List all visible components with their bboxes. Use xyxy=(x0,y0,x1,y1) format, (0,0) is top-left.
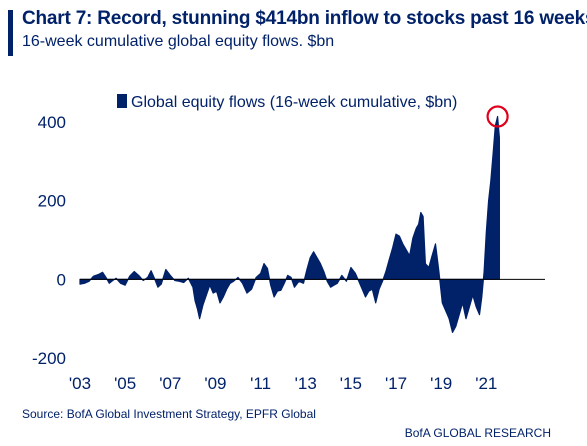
x-tick-label: '19 xyxy=(430,374,452,393)
y-tick-label: 200 xyxy=(38,192,66,211)
legend-swatch xyxy=(117,94,127,108)
y-tick-label: 400 xyxy=(38,113,66,132)
legend: Global equity flows (16-week cumulative,… xyxy=(117,94,457,111)
chart-title: Chart 7: Record, stunning $414bn inflow … xyxy=(22,8,587,29)
x-tick-label: '15 xyxy=(340,374,362,393)
legend-label: Global equity flows (16-week cumulative,… xyxy=(131,94,457,111)
y-tick-label: 0 xyxy=(57,270,66,289)
x-tick-label: '07 xyxy=(159,374,181,393)
chart-subtitle: 16-week cumulative global equity flows. … xyxy=(22,33,335,50)
x-tick-label: '17 xyxy=(385,374,407,393)
title-accent-bar xyxy=(8,10,13,56)
x-tick-label: '05 xyxy=(114,374,136,393)
source-note: Source: BofA Global Investment Strategy,… xyxy=(22,407,316,421)
axes-group: 400 200 0 -200'03 '05 '07 '09 '11 '13 '15 '17 '19 '2… xyxy=(32,113,545,393)
peak-highlight-circle xyxy=(486,105,509,128)
x-tick-label: '11 xyxy=(250,374,271,393)
brand-label: BofA GLOBAL RESEARCH xyxy=(404,426,551,440)
series-area-0 xyxy=(79,115,500,333)
x-tick-label: '09 xyxy=(204,374,226,393)
series-group xyxy=(79,115,500,333)
x-tick-label: '13 xyxy=(295,374,317,393)
x-tick-label: '03 xyxy=(69,374,91,393)
x-tick-label: '21 xyxy=(475,374,497,393)
y-tick-label: -200 xyxy=(32,349,66,368)
annotations-group xyxy=(486,105,509,128)
